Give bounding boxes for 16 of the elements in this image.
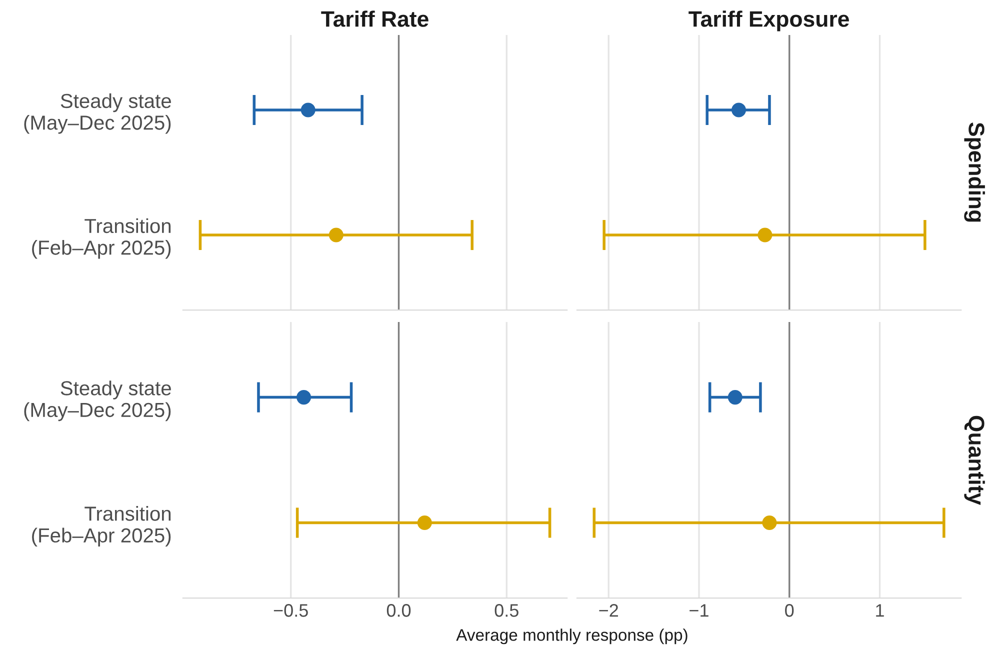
x-tick-label: 1 xyxy=(876,604,884,617)
chart-title: Tariff Exposure xyxy=(688,10,849,32)
x-tick-label: −0.5 xyxy=(274,604,308,617)
x-axis-title: Average monthly response (pp) xyxy=(456,628,688,644)
x-tick-label: 0.0 xyxy=(386,604,411,617)
y-tick-label: Steady state (May–Dec 2025) xyxy=(24,93,171,134)
y-tick-label: Transition (Feb–Apr 2025) xyxy=(32,506,171,547)
y-tick-label: Steady state (May–Dec 2025) xyxy=(24,380,171,422)
y-tick-label: Transition (Feb–Apr 2025) xyxy=(32,218,171,259)
y2-axis-title: Spending xyxy=(964,122,985,222)
x-tick-label: 0.5 xyxy=(494,604,518,617)
x-tick-label: −2 xyxy=(599,604,618,617)
x-tick-label: −1 xyxy=(690,604,708,617)
chart-title: Tariff Rate xyxy=(321,10,428,27)
y2-axis-title: Quantity xyxy=(964,416,985,505)
x-tick-label: 0 xyxy=(785,604,794,617)
